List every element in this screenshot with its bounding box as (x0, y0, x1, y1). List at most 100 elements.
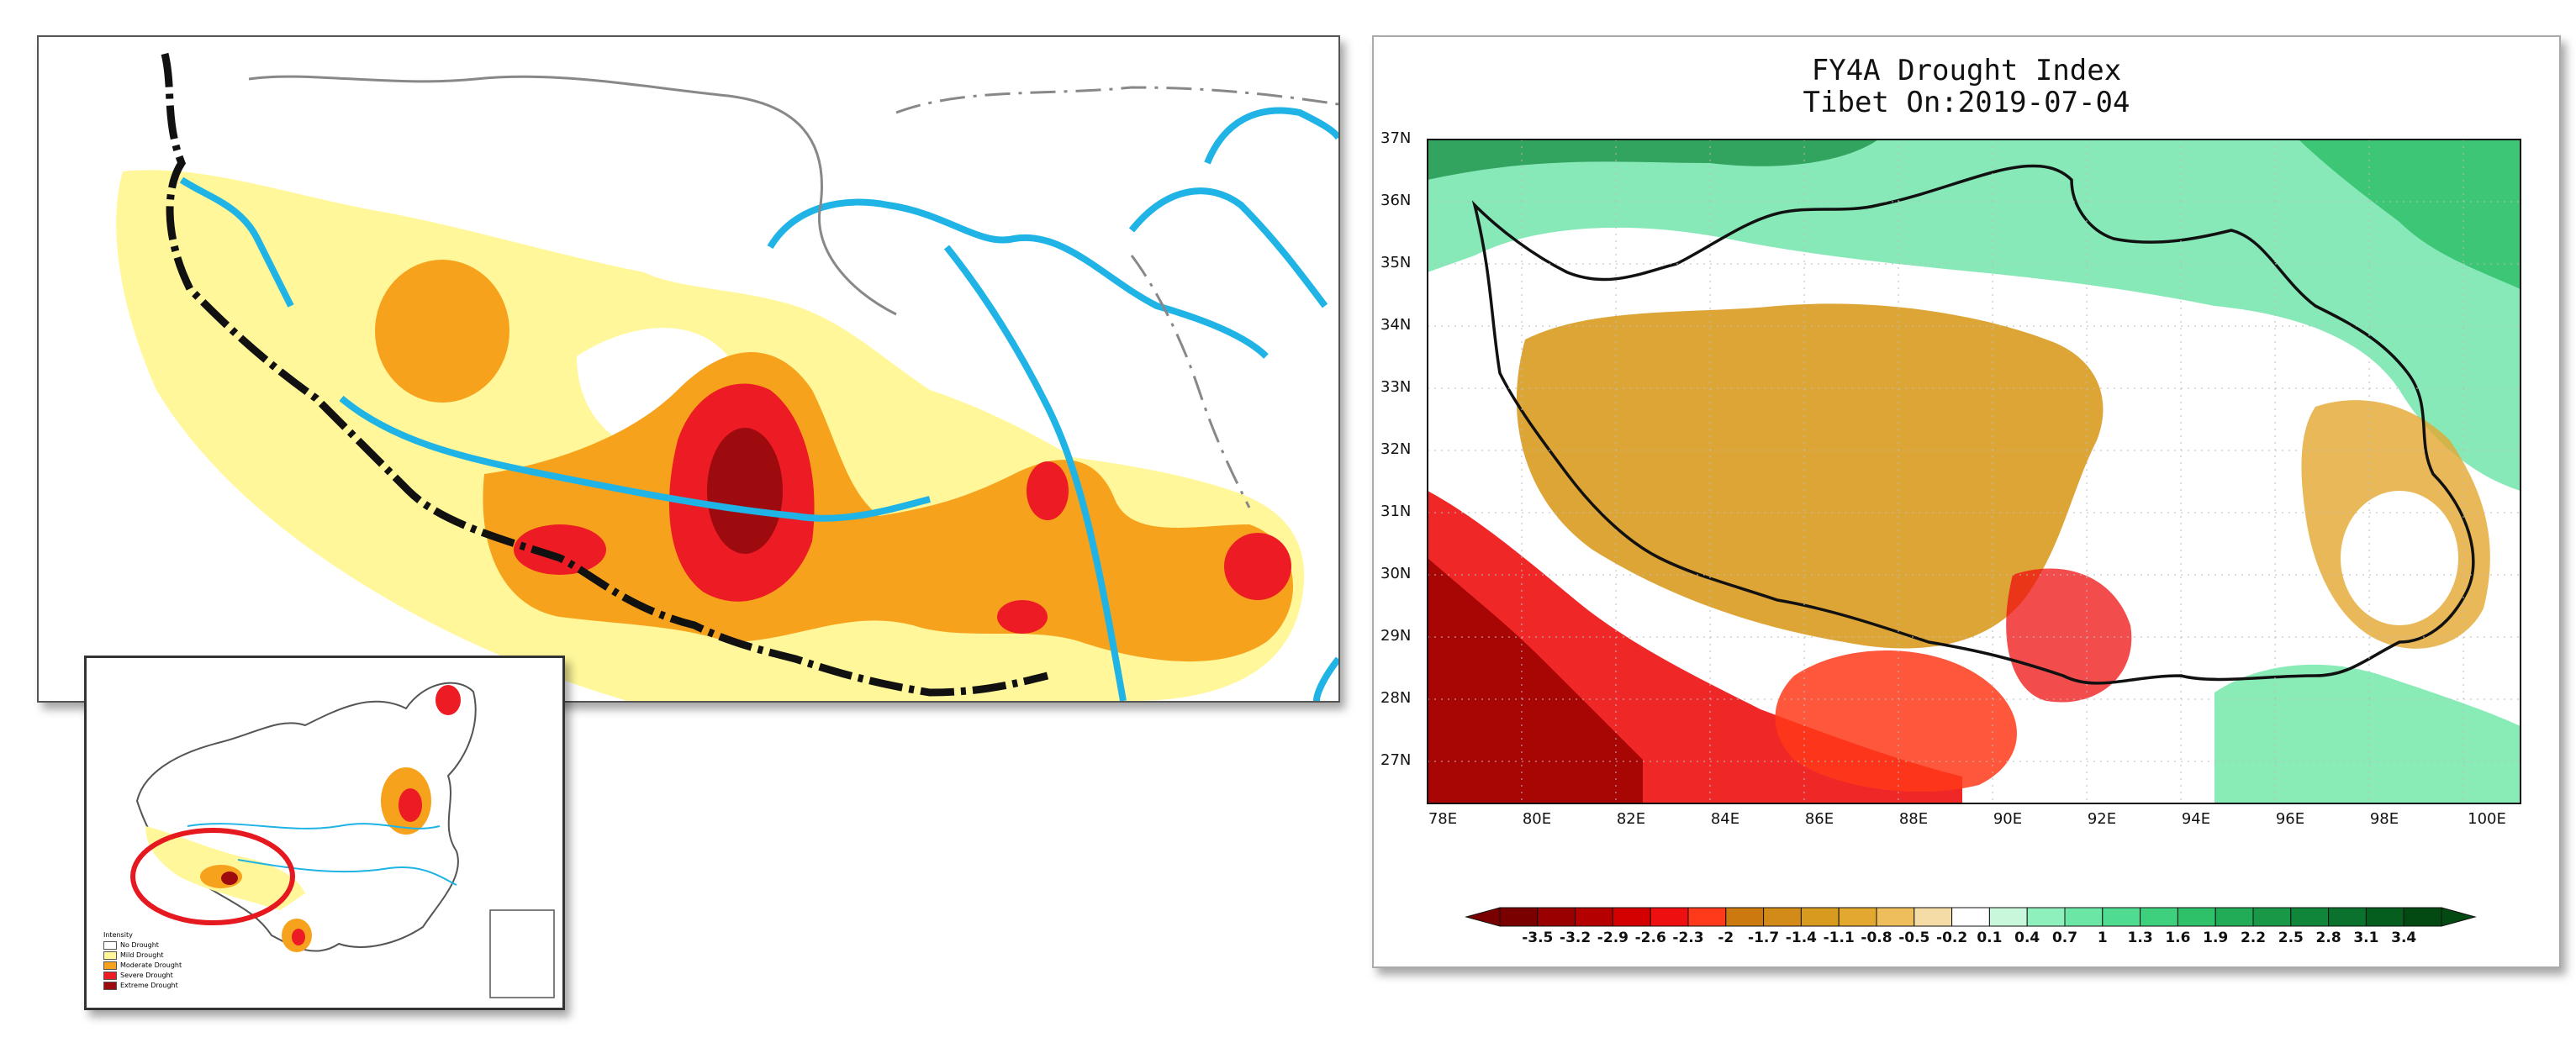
colorbar-segment (2252, 907, 2292, 927)
national-border (161, 52, 1049, 697)
lon-tick: 78E (1428, 810, 1458, 828)
colorbar-segment (1800, 907, 1840, 927)
internal-boundary-2 (895, 86, 1338, 114)
colorbar-segment (1763, 907, 1802, 927)
colorbar-segment (1914, 907, 1953, 927)
colorbar (1465, 907, 2477, 927)
internal-boundary (248, 75, 897, 316)
gridlines (1428, 140, 2521, 803)
lon-tick: 100E (2468, 810, 2506, 828)
colorbar-arrow-right (2441, 907, 2477, 927)
lon-tick: 94E (2181, 810, 2211, 828)
lat-tick: 35N (1380, 254, 1412, 271)
fy4a-drought-index-panel: FY4A Drought Index Tibet On:2019-07-04 (1372, 35, 2561, 968)
colorbar-tick-label: 1.9 (2203, 930, 2229, 946)
colorbar-segment (2102, 907, 2141, 927)
colorbar-tick-label: -2.6 (1634, 930, 1666, 946)
colorbar-tick-label: 0.7 (2051, 930, 2078, 946)
colorbar-tick-label: 2.8 (2315, 930, 2341, 946)
severe-area-south-central (1775, 650, 2017, 793)
legend-item-moderate-drought: Moderate Drought (103, 961, 213, 971)
lat-tick: 34N (1380, 316, 1412, 334)
lat-tick: 31N (1380, 503, 1412, 520)
colorbar-tick-label: 2.2 (2240, 930, 2267, 946)
colorbar-tick-label: 1 (2097, 930, 2108, 946)
colorbar-tick-label: -3.2 (1560, 930, 1592, 946)
dry-area-central (1516, 303, 2104, 649)
legend-item-no-drought: No Drought (103, 940, 213, 951)
rivers-inset-2 (237, 859, 457, 886)
river-east (1313, 656, 1338, 701)
drought-inset-ne (435, 685, 461, 715)
rivers-inset (187, 823, 441, 829)
colorbar-arrow-left (1465, 907, 1501, 927)
no-drought-patch-3 (1428, 323, 1491, 424)
colorbar-segment (2328, 907, 2367, 927)
colorbar-tick-label: -1.1 (1823, 930, 1855, 946)
river-north (1204, 107, 1338, 165)
map-title-line-2: Tibet On:2019-07-04 (1803, 86, 2130, 119)
severe-drought-se (997, 600, 1048, 634)
drought-inset-tibet-core (221, 872, 238, 885)
colorbar-tick-label: -2.9 (1597, 930, 1628, 946)
lat-tick: 27N (1380, 751, 1412, 769)
severe-drought-south (514, 524, 606, 575)
lat-tick: 28N (1380, 689, 1412, 707)
lat-tick: 32N (1380, 440, 1412, 458)
colorbar-svg (1465, 907, 2477, 927)
drought-inset-north-core (399, 788, 422, 822)
lat-tick: 36N (1380, 192, 1412, 209)
no-drought-patch-2 (2341, 491, 2458, 625)
extreme-drought-core (707, 428, 783, 554)
no-drought-patch-1 (2164, 398, 2299, 550)
legend-item-mild-drought: Mild Drought (103, 951, 213, 961)
legend-item-extreme-drought: Extreme Drought (103, 981, 213, 991)
colorbar-segment (1876, 907, 1915, 927)
colorbar-segment (1612, 907, 1651, 927)
river-branch-1 (943, 245, 1127, 701)
colorbar-tick-label: -3.5 (1522, 930, 1554, 946)
lon-tick: 98E (2369, 810, 2399, 828)
colorbar-tick-label: -2 (1718, 930, 1734, 946)
lon-tick: 92E (2087, 810, 2117, 828)
south-sea-inset-box (489, 909, 555, 998)
colorbar-tick-label: -1.7 (1748, 930, 1780, 946)
wet-area-northeast (2299, 140, 2521, 289)
lon-tick: 84E (1710, 810, 1740, 828)
regional-drought-map (37, 35, 1340, 703)
colorbar-tick-label: 3.1 (2353, 930, 2379, 946)
wet-area-north (1428, 140, 2521, 491)
legend-title: Intensity (103, 931, 133, 939)
lon-tick: 82E (1616, 810, 1646, 828)
colorbar-segment (2403, 907, 2442, 927)
colorbar-segment (1951, 907, 1990, 927)
colorbar-segment (1838, 907, 1877, 927)
internal-boundary-3 (1130, 255, 1251, 508)
colorbar-segment (1687, 907, 1727, 927)
colorbar-tick-label: 1.6 (2165, 930, 2191, 946)
lon-tick: 90E (1993, 810, 2023, 828)
river-west (179, 176, 294, 308)
inset-legend: Intensity No Drought Mild Drought Modera… (103, 930, 213, 991)
colorbar-segment (2026, 907, 2066, 927)
china-outline-svg (130, 682, 555, 998)
severe-area-southwest-core (1428, 558, 1643, 803)
colorbar-tick-label: 1.3 (2127, 930, 2153, 946)
moderate-drought-west (375, 260, 509, 403)
regional-drought-svg (116, 52, 1338, 701)
river-branch-2 (767, 198, 1269, 359)
lat-tick: 30N (1380, 565, 1412, 582)
tibet-highlight-circle (130, 828, 295, 925)
drought-inset-south-core (292, 929, 305, 945)
colorbar-tick-label: -0.5 (1898, 930, 1930, 946)
colorbar-tick-label: 3.4 (2391, 930, 2417, 946)
lon-tick: 86E (1804, 810, 1834, 828)
colorbar-tick-label: -0.2 (1936, 930, 1968, 946)
colorbar-segment (1499, 907, 1539, 927)
colorbar-segment (1575, 907, 1613, 927)
legend-item-severe-drought: Severe Drought (103, 971, 213, 981)
colorbar-segment (2177, 907, 2216, 927)
colorbar-tick-label: 0.1 (1977, 930, 2003, 946)
colorbar-segment (2365, 907, 2404, 927)
lat-tick: 37N (1380, 129, 1412, 147)
